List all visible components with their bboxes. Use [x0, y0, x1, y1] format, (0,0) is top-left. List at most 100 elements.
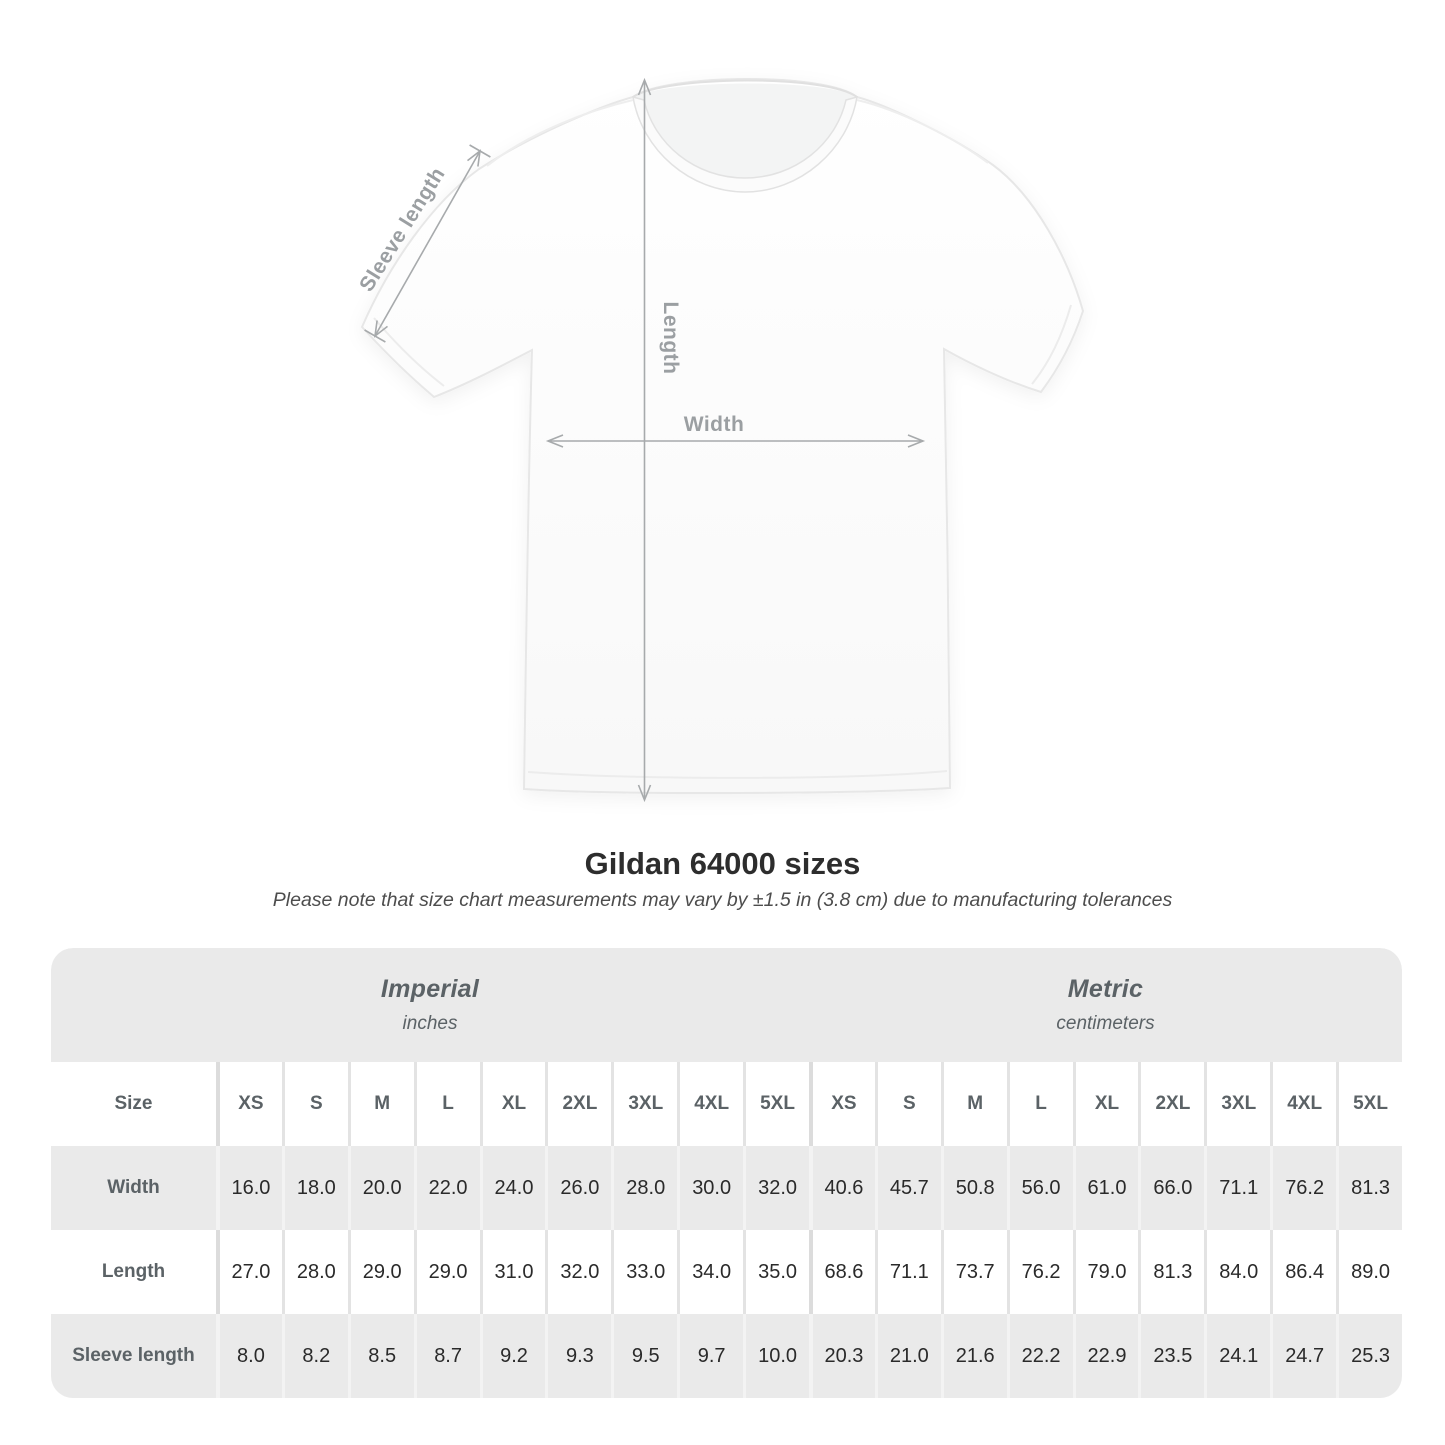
imperial-section-header: Imperial inches — [51, 948, 809, 1062]
value-cell: 23.5 — [1138, 1314, 1205, 1398]
size-grid: Size XS S M L XL 2XL 3XL 4XL 5XL XS S M L XL 2XL 3XL 4XL 5… — [51, 1062, 1402, 1398]
value-cell: 24.1 — [1204, 1314, 1271, 1398]
page-title: Gildan 64000 sizes — [584, 846, 861, 881]
value-cell: 8.0 — [216, 1314, 282, 1398]
value-cell: 32.0 — [743, 1146, 809, 1230]
value-cell: 9.5 — [611, 1314, 678, 1398]
size-table: Imperial inches Metric centimeters Size X… — [51, 948, 1402, 1398]
value-cell: 26.0 — [545, 1146, 612, 1230]
width-label: Width — [684, 413, 745, 436]
value-cell: 10.0 — [743, 1314, 809, 1398]
value-cell: 29.0 — [413, 1230, 480, 1314]
value-cell: 81.3 — [1138, 1230, 1205, 1314]
table-header-band: Imperial inches Metric centimeters — [51, 948, 1402, 1062]
size-column-header: L — [1006, 1062, 1073, 1146]
width-dimension-arrow — [545, 434, 926, 448]
value-cell: 45.7 — [874, 1146, 941, 1230]
value-cell: 33.0 — [611, 1230, 678, 1314]
size-column-header: S — [874, 1062, 941, 1146]
length-dimension-arrow — [637, 77, 652, 803]
metric-title: Metric — [1067, 975, 1144, 1003]
size-column-header: L — [413, 1062, 480, 1146]
value-cell: 9.7 — [677, 1314, 744, 1398]
value-cell: 21.6 — [940, 1314, 1007, 1398]
value-cell: 24.7 — [1270, 1314, 1337, 1398]
value-cell: 40.6 — [808, 1146, 875, 1230]
tshirt-measurement-diagram: Length Width Sleeve length — [355, 77, 1085, 803]
value-cell: 76.2 — [1270, 1146, 1337, 1230]
value-cell: 66.0 — [1138, 1146, 1205, 1230]
tshirt-back-collar-line — [632, 79, 858, 98]
size-column-header: 5XL — [1336, 1062, 1402, 1146]
size-column-header: XL — [1072, 1062, 1139, 1146]
metric-unit: centimeters — [1056, 1013, 1155, 1034]
value-cell: 18.0 — [281, 1146, 348, 1230]
value-cell: 24.0 — [479, 1146, 546, 1230]
value-cell: 9.3 — [545, 1314, 612, 1398]
size-column-header: XL — [479, 1062, 546, 1146]
value-cell: 86.4 — [1270, 1230, 1337, 1314]
value-cell: 89.0 — [1336, 1230, 1402, 1314]
value-cell: 28.0 — [611, 1146, 678, 1230]
tshirt-shoulder-seam-right — [856, 99, 989, 164]
value-cell: 20.3 — [808, 1314, 875, 1398]
value-cell: 25.3 — [1336, 1314, 1402, 1398]
value-cell: 32.0 — [545, 1230, 612, 1314]
imperial-title: Imperial — [380, 975, 480, 1003]
value-cell: 61.0 — [1072, 1146, 1139, 1230]
size-column-header: S — [281, 1062, 348, 1146]
title-block: Gildan 64000 sizes Please note that size… — [0, 847, 1445, 912]
length-label: Length — [659, 302, 682, 375]
tshirt-shoulder-seam-left — [486, 99, 634, 167]
size-column-header: 4XL — [677, 1062, 744, 1146]
sleeve-dimension-arrow — [364, 144, 491, 343]
size-column-header: M — [940, 1062, 1007, 1146]
value-cell: 73.7 — [940, 1230, 1007, 1314]
tshirt-illustration — [360, 78, 1085, 795]
value-cell: 22.2 — [1006, 1314, 1073, 1398]
value-cell: 20.0 — [347, 1146, 414, 1230]
size-column-header: 3XL — [611, 1062, 678, 1146]
value-cell: 68.6 — [808, 1230, 875, 1314]
value-cell: 79.0 — [1072, 1230, 1139, 1314]
value-cell: 27.0 — [216, 1230, 282, 1314]
value-cell: 34.0 — [677, 1230, 744, 1314]
size-column-header: 2XL — [1138, 1062, 1205, 1146]
tshirt-sleeve-hem-right — [1031, 304, 1072, 385]
value-cell: 16.0 — [216, 1146, 282, 1230]
value-cell: 22.0 — [413, 1146, 480, 1230]
size-column-header: 2XL — [545, 1062, 612, 1146]
value-cell: 50.8 — [940, 1146, 1007, 1230]
value-cell: 21.0 — [874, 1314, 941, 1398]
value-cell: 30.0 — [677, 1146, 744, 1230]
value-cell: 8.5 — [347, 1314, 414, 1398]
imperial-unit: inches — [402, 1013, 458, 1034]
value-cell: 71.1 — [1204, 1146, 1271, 1230]
value-cell: 56.0 — [1006, 1146, 1073, 1230]
value-cell: 71.1 — [874, 1230, 941, 1314]
value-cell: 31.0 — [479, 1230, 546, 1314]
tshirt-bottom-hem — [527, 770, 948, 779]
value-cell: 35.0 — [743, 1230, 809, 1314]
value-cell: 9.2 — [479, 1314, 546, 1398]
size-column-header: XS — [808, 1062, 875, 1146]
tolerance-note: Please note that size chart measurements… — [272, 889, 1173, 911]
size-column-header: 3XL — [1204, 1062, 1271, 1146]
value-cell: 29.0 — [347, 1230, 414, 1314]
size-column-header: M — [347, 1062, 414, 1146]
row-label: Width — [51, 1146, 216, 1230]
row-label: Length — [51, 1230, 216, 1314]
value-cell: 76.2 — [1006, 1230, 1073, 1314]
value-cell: 28.0 — [281, 1230, 348, 1314]
value-cell: 8.7 — [413, 1314, 480, 1398]
metric-section-header: Metric centimeters — [809, 948, 1402, 1062]
size-column-header: 4XL — [1270, 1062, 1337, 1146]
value-cell: 8.2 — [281, 1314, 348, 1398]
size-column-header: XS — [216, 1062, 282, 1146]
value-cell: 81.3 — [1336, 1146, 1402, 1230]
value-cell: 22.9 — [1072, 1314, 1139, 1398]
size-column-header: 5XL — [743, 1062, 809, 1146]
size-corner-label: Size — [51, 1062, 216, 1146]
row-label: Sleeve length — [51, 1314, 216, 1398]
